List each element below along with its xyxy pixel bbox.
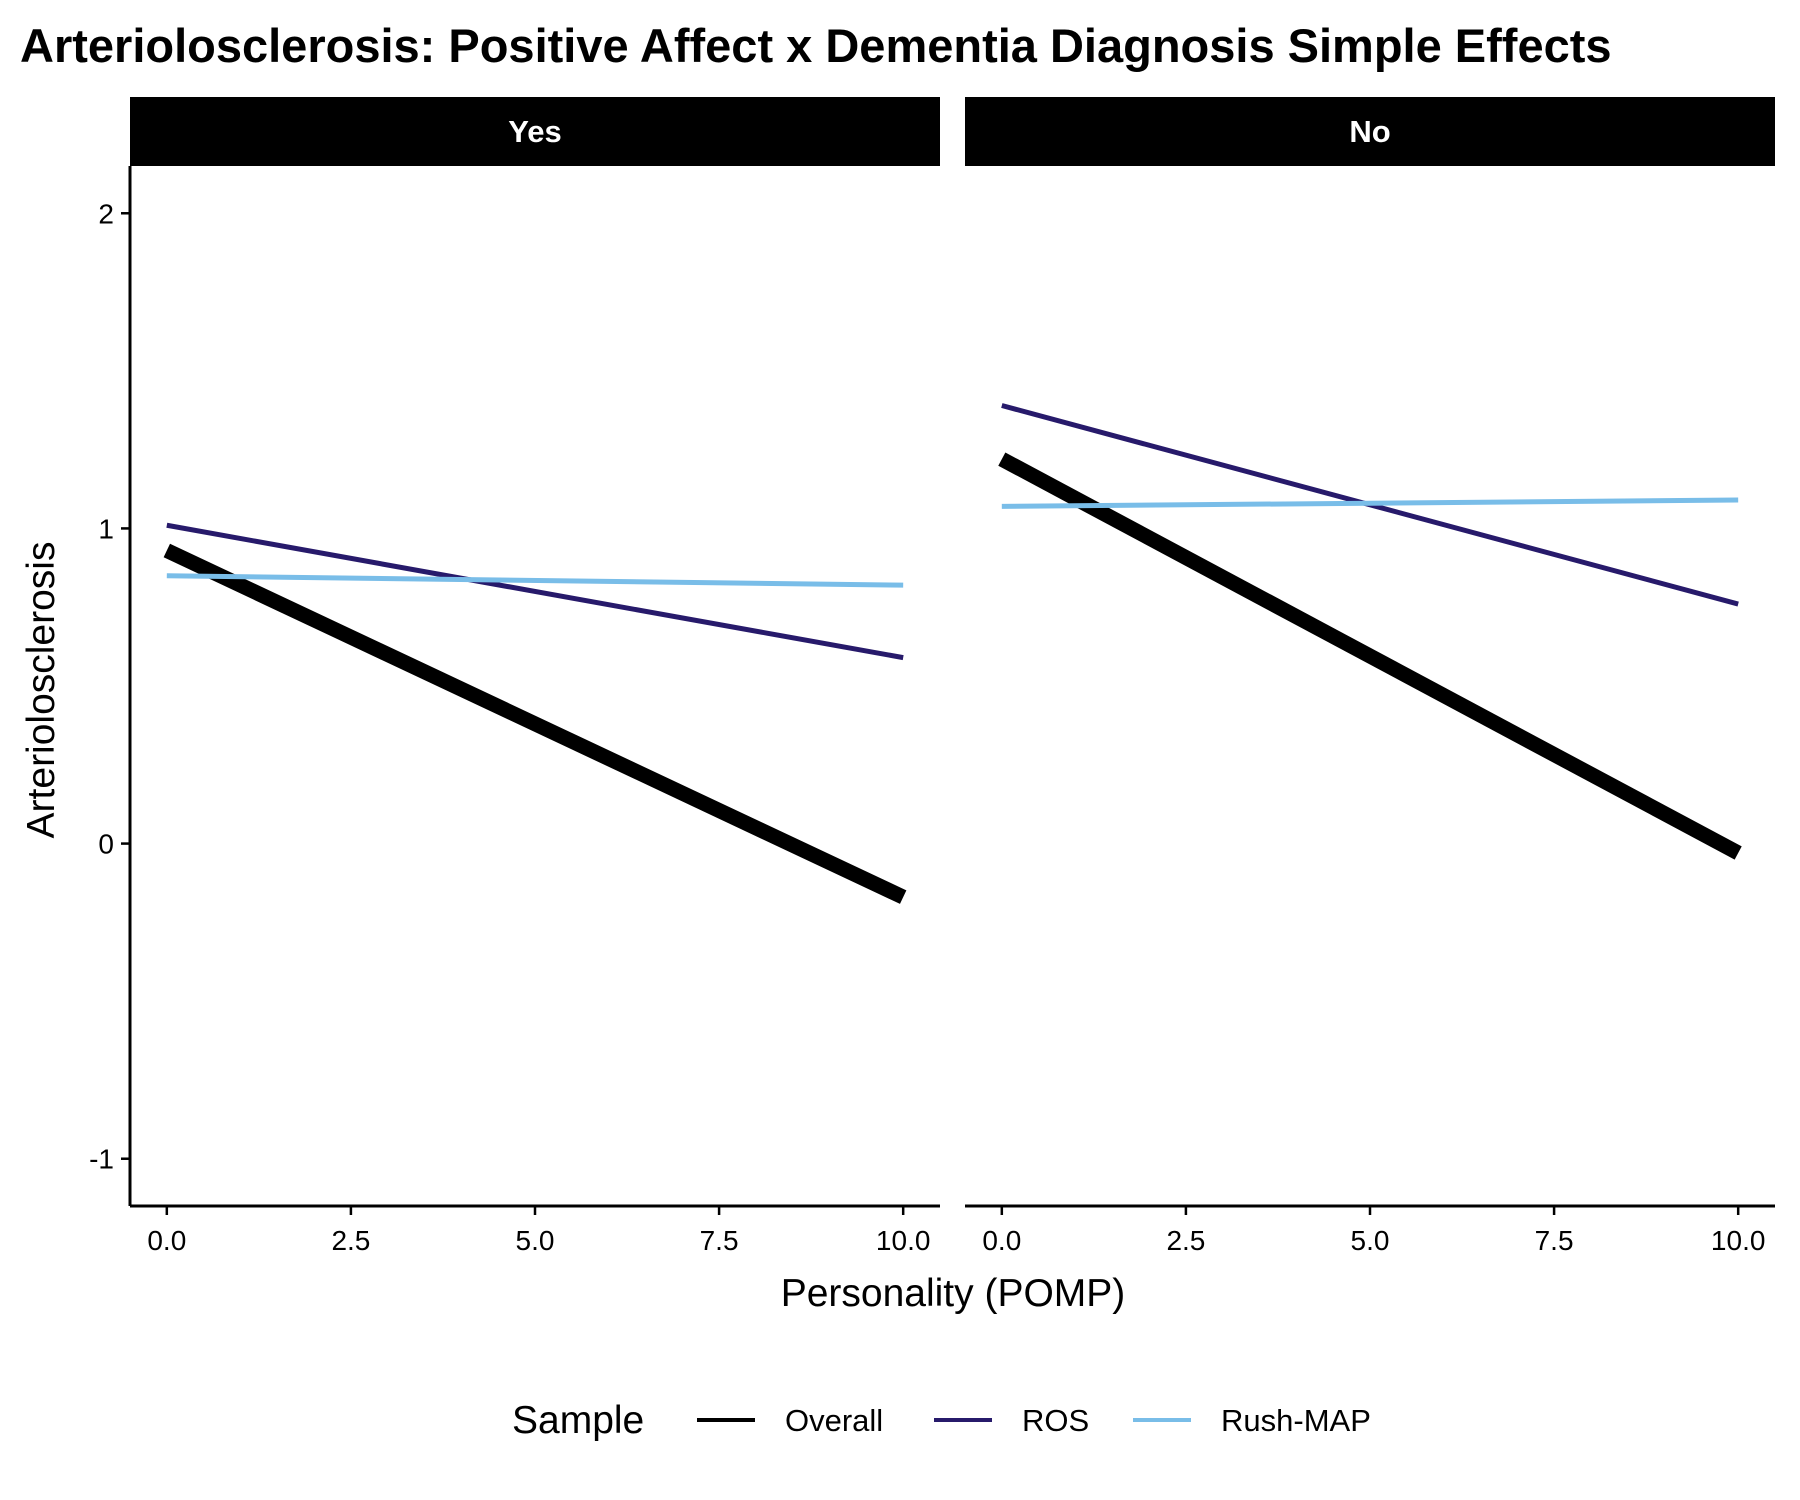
x-tick-label: 2.5 <box>1166 1225 1205 1256</box>
x-tick-label: 2.5 <box>331 1225 370 1256</box>
facet-strip <box>130 97 940 166</box>
legend-item-overall: Overall <box>697 1403 883 1438</box>
chart-title: Arteriolosclerosis: Positive Affect x De… <box>20 19 1612 72</box>
series-line-rush-map <box>1001 497 1739 509</box>
legend: Sample Overall ROS Rush-MAP <box>512 1399 1371 1442</box>
x-tick-label: 5.0 <box>1351 1225 1390 1256</box>
x-tick-label: 7.5 <box>700 1225 739 1256</box>
facet-strip-label: Yes <box>508 114 561 149</box>
facet-strip-label: No <box>1349 114 1390 149</box>
x-axis-title: Personality (POMP) <box>781 1272 1126 1315</box>
x-tick-label: 0.0 <box>147 1225 186 1256</box>
series-line-overall <box>163 543 907 904</box>
panel-yes: Yes 0.0 2.5 5.0 7.5 10.0 -1 0 1 2 <box>89 97 940 1256</box>
x-tick-label: 7.5 <box>1535 1225 1574 1256</box>
series-line-ros <box>166 522 904 661</box>
legend-label: Overall <box>785 1403 883 1438</box>
x-tick-label: 10.0 <box>876 1225 931 1256</box>
y-tick-label: 2 <box>98 198 114 229</box>
legend-item-rush-map: Rush-MAP <box>1133 1403 1371 1438</box>
x-tick-label: 10.0 <box>1711 1225 1766 1256</box>
legend-item-ros: ROS <box>934 1403 1089 1438</box>
series-line-overall <box>998 452 1742 860</box>
y-axis-title: Arteriolosclerosis <box>20 542 63 839</box>
x-tick-label: 5.0 <box>516 1225 555 1256</box>
x-tick-label: 0.0 <box>982 1225 1021 1256</box>
panel-no: No 0.0 2.5 5.0 7.5 10.0 <box>965 97 1775 1256</box>
facet-strip <box>965 97 1775 166</box>
legend-label: ROS <box>1022 1403 1089 1438</box>
series-line-rush-map <box>166 573 904 588</box>
legend-title: Sample <box>512 1399 644 1442</box>
legend-label: Rush-MAP <box>1221 1403 1371 1438</box>
y-tick-label: -1 <box>89 1144 114 1175</box>
y-tick-label: 1 <box>98 513 114 544</box>
y-tick-label: 0 <box>98 829 114 860</box>
